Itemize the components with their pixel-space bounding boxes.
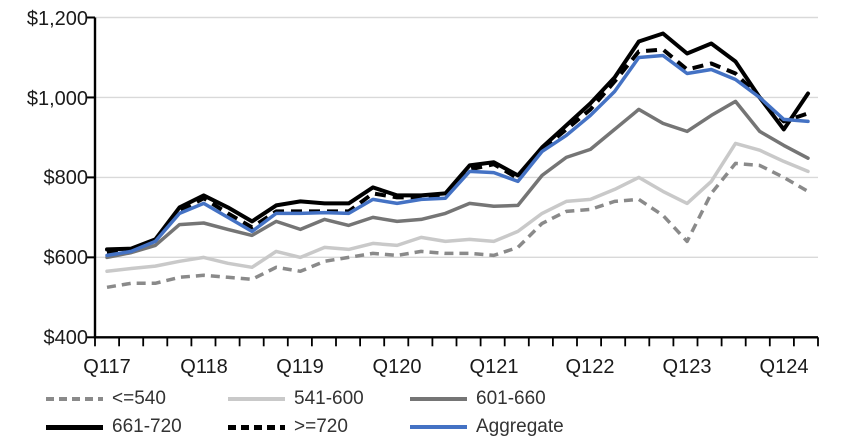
legend-item-601-660: 601-660 bbox=[410, 389, 546, 409]
x-axis-label-q120: Q120 bbox=[373, 356, 422, 378]
legend-item-661-720: 661-720 bbox=[46, 417, 182, 437]
legend-item-ge-720: >=720 bbox=[228, 417, 348, 437]
y-axis-label-1000: $1,000 bbox=[27, 88, 88, 110]
x-axis-label-q118: Q118 bbox=[180, 356, 227, 378]
axes bbox=[87, 16, 819, 347]
x-axis-label-q121: Q121 bbox=[470, 356, 519, 378]
series-lines bbox=[105, 31, 810, 290]
x-axis-label-q123: Q123 bbox=[663, 356, 712, 378]
x-axis-label-q117: Q117 bbox=[83, 356, 130, 378]
series-line-ge-720 bbox=[106, 47, 809, 255]
gridlines bbox=[95, 16, 818, 259]
legend-line-sample-541-600 bbox=[228, 397, 285, 401]
legend-line-sample-aggregate bbox=[410, 425, 467, 429]
legend-label-541-600: 541-600 bbox=[294, 388, 364, 409]
y-axis-label-800: $800 bbox=[44, 167, 89, 189]
legend-line-sample-661-720 bbox=[46, 424, 103, 430]
x-axis-label-q122: Q122 bbox=[566, 356, 615, 378]
legend-item-aggregate: Aggregate bbox=[410, 417, 564, 437]
series-line-661-720 bbox=[105, 31, 810, 252]
y-axis-label-400: $400 bbox=[44, 327, 89, 349]
legend-label-ge-720: >=720 bbox=[294, 416, 348, 437]
legend-line-sample-le-540 bbox=[46, 397, 103, 401]
legend-item-541-600: 541-600 bbox=[228, 389, 364, 409]
legend-label-aggregate: Aggregate bbox=[476, 416, 564, 437]
y-axis-label-1200: $1,200 bbox=[27, 8, 88, 30]
series-line-aggregate bbox=[105, 53, 810, 258]
legend-label-661-720: 661-720 bbox=[112, 416, 182, 437]
legend-label-601-660: 601-660 bbox=[476, 388, 546, 409]
legend-item-le-540: <=540 bbox=[46, 389, 166, 409]
series-line-541-600 bbox=[105, 141, 810, 274]
x-axis-label-q119: Q119 bbox=[276, 356, 323, 378]
x-axis-label-q124: Q124 bbox=[760, 356, 809, 378]
y-axis-label-600: $600 bbox=[44, 247, 89, 269]
legend-line-sample-601-660 bbox=[410, 397, 467, 401]
legend-label-le-540: <=540 bbox=[112, 388, 166, 409]
legend-line-sample-ge-720 bbox=[228, 424, 285, 430]
series-line-601-660 bbox=[105, 99, 810, 260]
